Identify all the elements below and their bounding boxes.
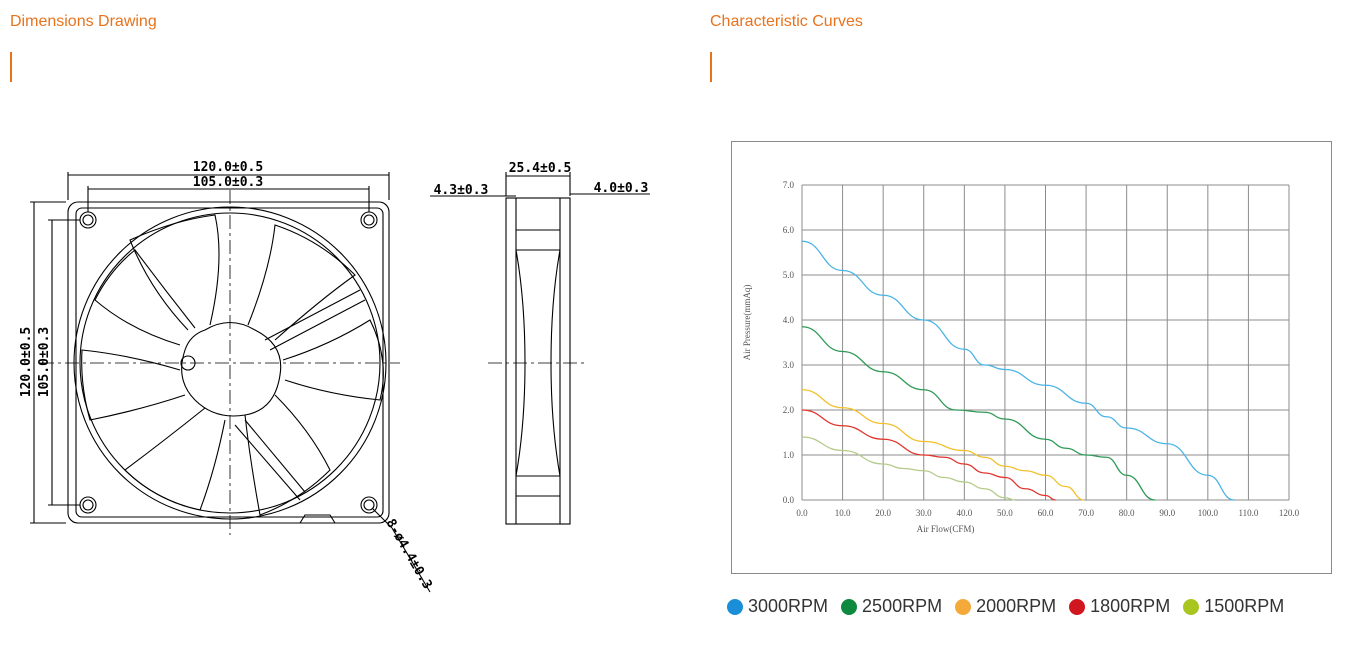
overall-height-label: 120.0±0.5: [19, 327, 34, 397]
dimensions-drawing-title: Dimensions Drawing: [10, 13, 157, 30]
series-line-3000rpm: [801, 240, 1235, 501]
legend-label: 1500RPM: [1204, 596, 1285, 616]
y-tick-label: 6.0: [783, 225, 795, 235]
title-accent-bar: [10, 52, 12, 82]
x-tick-label: 120.0: [1279, 508, 1300, 518]
series-line-2000rpm: [801, 389, 1085, 501]
flange-right-label: 4.0±0.3: [594, 181, 649, 196]
x-tick-label: 40.0: [956, 508, 972, 518]
fan-dimension-drawing: 120.0±0.5 105.0±0.3 120.0±0.5 105.0±0.3 …: [19, 160, 650, 593]
y-tick-label: 7.0: [783, 180, 795, 190]
legend-dot-icon: [1069, 598, 1086, 615]
y-tick-label: 1.0: [783, 450, 795, 460]
x-axis-label: Air Flow(CFM): [917, 524, 975, 534]
y-tick-label: 2.0: [783, 405, 795, 415]
y-tick-label: 5.0: [783, 270, 795, 280]
x-tick-label: 20.0: [875, 508, 891, 518]
hole-spacing-height-label: 105.0±0.3: [37, 327, 52, 397]
series-line-1800rpm: [801, 409, 1056, 501]
x-tick-label: 70.0: [1078, 508, 1094, 518]
series-line-1500rpm: [801, 436, 1016, 501]
legend-label: 3000RPM: [748, 596, 829, 616]
legend-item-3000rpm: 3000RPM: [727, 596, 828, 617]
y-axis-label: Air Pressure(mmAq): [742, 285, 752, 361]
legend-dot-icon: [955, 598, 972, 615]
x-tick-label: 90.0: [1159, 508, 1175, 518]
chart-legend: 3000RPM 2500RPM 2000RPM 1800RPM 1500RPM: [727, 596, 1297, 617]
x-tick-label: 50.0: [997, 508, 1013, 518]
y-tick-label: 3.0: [783, 360, 795, 370]
side-view: [430, 172, 650, 525]
characteristic-curves-chart: 0.0 10.0 20.0 30.0 40.0 50.0 60.0 70.0 80.0 90.0 1…: [731, 141, 1332, 574]
legend-dot-icon: [727, 598, 743, 615]
legend-dot-icon: [1183, 598, 1200, 615]
overall-width-label: 120.0±0.5: [193, 160, 263, 175]
thickness-label: 25.4±0.5: [509, 161, 572, 176]
flange-left-label: 4.3±0.3: [434, 183, 489, 198]
legend-item-2000rpm: 2000RPM: [955, 596, 1056, 617]
hole-spacing-width-label: 105.0±0.3: [193, 175, 263, 190]
legend-item-1500rpm: 1500RPM: [1183, 596, 1284, 617]
x-tick-label: 30.0: [916, 508, 932, 518]
legend-dot-icon: [841, 598, 858, 615]
legend-label: 1800RPM: [1090, 596, 1171, 616]
chart-svg: 0.0 10.0 20.0 30.0 40.0 50.0 60.0 70.0 80.0 90.0 1…: [742, 180, 1300, 534]
legend-label: 2000RPM: [976, 596, 1057, 616]
legend-item-2500rpm: 2500RPM: [841, 596, 942, 617]
x-tick-label: 10.0: [835, 508, 851, 518]
mounting-hole-icon: [79, 211, 378, 514]
front-view: [30, 172, 585, 593]
characteristic-curves-title: Characteristic Curves: [710, 13, 863, 30]
legend-item-1800rpm: 1800RPM: [1069, 596, 1170, 617]
x-tick-label: 100.0: [1198, 508, 1219, 518]
legend-label: 2500RPM: [862, 596, 943, 616]
x-tick-label: 0.0: [796, 508, 808, 518]
mounting-holes-label: 8-ø4.4±0.3: [383, 517, 435, 592]
x-tick-label: 60.0: [1038, 508, 1054, 518]
x-tick-label: 110.0: [1238, 508, 1258, 518]
y-tick-label: 4.0: [783, 315, 795, 325]
title-accent-bar: [710, 52, 712, 82]
x-tick-label: 80.0: [1119, 508, 1135, 518]
series-line-2500rpm: [801, 326, 1156, 501]
y-tick-label: 0.0: [783, 495, 795, 505]
